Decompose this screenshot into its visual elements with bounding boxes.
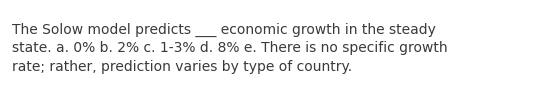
Text: The Solow model predicts ___ economic growth in the steady
state. a. 0% b. 2% c.: The Solow model predicts ___ economic gr… bbox=[12, 23, 448, 74]
